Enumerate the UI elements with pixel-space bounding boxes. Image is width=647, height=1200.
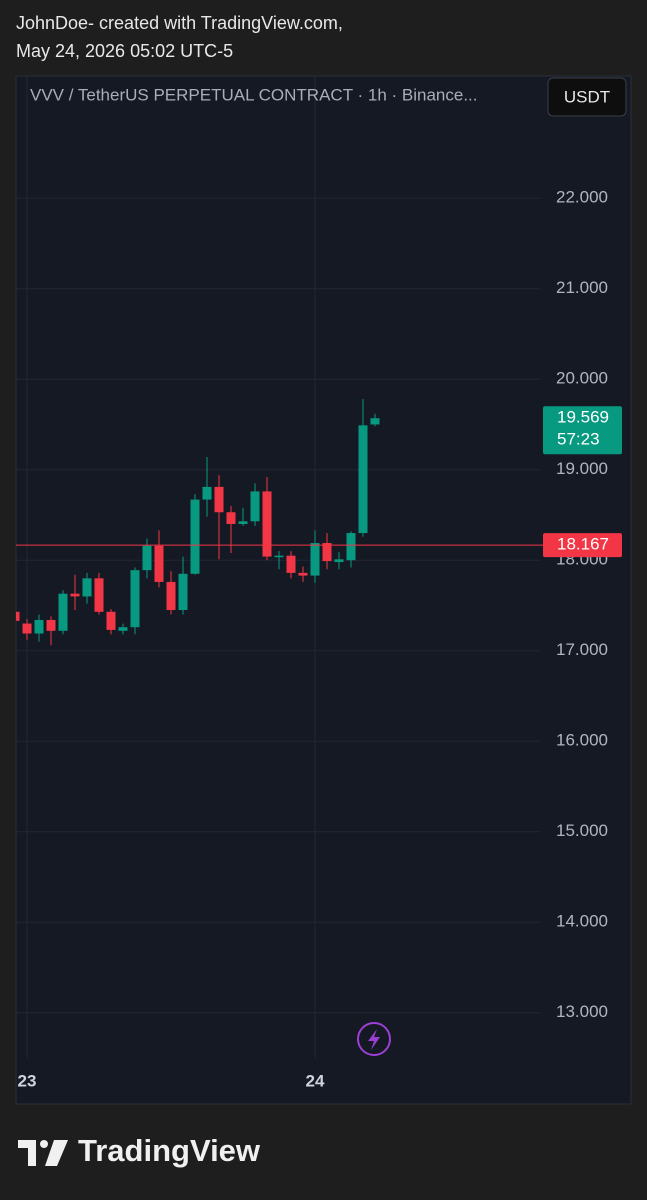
candle-body (106, 611, 116, 630)
last-price-label: 19.569 (557, 408, 609, 427)
candle-body (286, 555, 296, 573)
candle-body (166, 581, 176, 610)
candle-body (214, 486, 224, 513)
x-tick-label: 23 (18, 1071, 37, 1090)
candle-body (154, 545, 164, 582)
candle-body (22, 623, 32, 634)
header-line: JohnDoe- created with TradingView.com, (16, 13, 343, 33)
header-line: May 24, 2026 05:02 UTC-5 (16, 41, 233, 61)
candle-body (322, 543, 332, 562)
candle-body (238, 521, 248, 525)
candle-body (130, 570, 140, 628)
candle-body (202, 486, 212, 500)
y-tick-label: 20.000 (556, 369, 608, 388)
candle-body (250, 491, 260, 522)
candle-body (178, 573, 188, 610)
y-tick-label: 22.000 (556, 188, 608, 207)
candle-body (58, 593, 68, 631)
candle-body (16, 611, 20, 621)
x-tick-label: 24 (306, 1071, 325, 1090)
candle-body (346, 533, 356, 561)
logo-mark (40, 1140, 48, 1148)
candle-body (190, 499, 200, 574)
candle-body (274, 555, 284, 558)
last-price-label-bg (543, 406, 622, 455)
candle-body (298, 572, 308, 576)
price-line-label: 18.167 (557, 535, 609, 554)
y-tick-label: 16.000 (556, 731, 608, 750)
candle-body (70, 593, 80, 597)
y-tick-label: 19.000 (556, 459, 608, 478)
chart-panel (15, 75, 632, 1105)
candle-body (34, 619, 44, 634)
y-tick-label: 13.000 (556, 1002, 608, 1021)
price-line-label-bg (543, 533, 622, 558)
chart-title: VVV / TetherUS PERPETUAL CONTRACT · 1h ·… (30, 85, 478, 104)
currency-label: USDT (564, 87, 610, 106)
logo: TradingView (18, 1133, 261, 1168)
candle-body (142, 545, 152, 571)
candle-body (118, 627, 128, 631)
axis: 13.00014.00015.00016.00017.00018.00019.0… (18, 188, 622, 1090)
y-tick-label: 15.000 (556, 821, 608, 840)
candle-body (262, 491, 272, 557)
currency-button[interactable] (547, 77, 627, 117)
lightning-bolt (368, 1029, 380, 1050)
candle-body (370, 418, 380, 425)
y-tick-label: 17.000 (556, 640, 608, 659)
lightning-icon[interactable] (357, 1022, 391, 1056)
y-tick-label: 14.000 (556, 912, 608, 931)
candle-body (94, 578, 104, 612)
candle-body (334, 559, 344, 563)
candle-body (310, 543, 320, 576)
candle-body (358, 425, 368, 534)
countdown-label: 57:23 (557, 430, 600, 449)
y-tick-label: 21.000 (556, 278, 608, 297)
logo-mark (18, 1140, 36, 1166)
brand: TradingView (78, 1133, 261, 1168)
logo-mark (45, 1140, 68, 1166)
candle-body (46, 619, 56, 631)
plot (16, 399, 541, 646)
candle-body (226, 512, 236, 525)
candle-body (82, 578, 92, 597)
